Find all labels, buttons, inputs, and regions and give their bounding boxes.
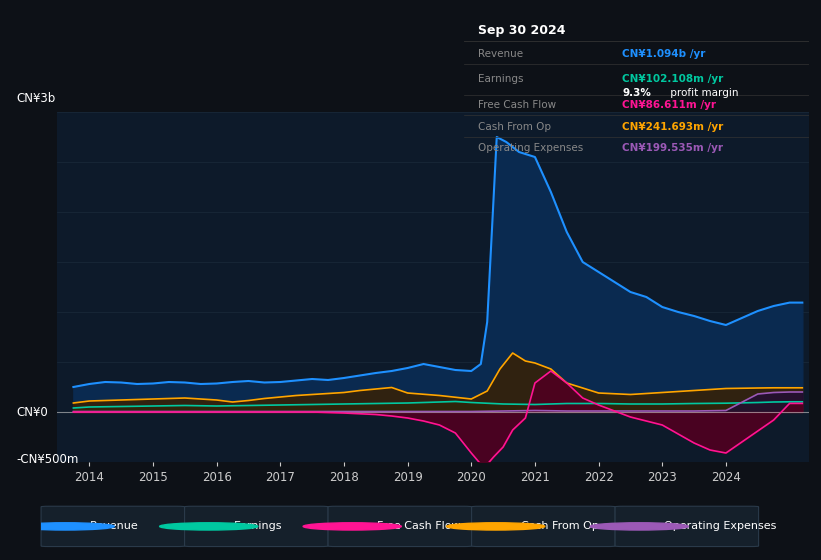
Circle shape [159, 523, 258, 530]
Text: CN¥86.611m /yr: CN¥86.611m /yr [622, 100, 717, 110]
Circle shape [447, 523, 545, 530]
Text: CN¥3b: CN¥3b [16, 92, 56, 105]
Text: -CN¥500m: -CN¥500m [16, 452, 79, 466]
Circle shape [16, 523, 114, 530]
FancyBboxPatch shape [185, 506, 328, 547]
Text: CN¥1.094b /yr: CN¥1.094b /yr [622, 49, 706, 59]
Text: CN¥0: CN¥0 [16, 405, 48, 418]
Text: CN¥102.108m /yr: CN¥102.108m /yr [622, 74, 724, 84]
Text: Sep 30 2024: Sep 30 2024 [478, 25, 565, 38]
FancyBboxPatch shape [41, 506, 185, 547]
Circle shape [590, 523, 688, 530]
Text: CN¥199.535m /yr: CN¥199.535m /yr [622, 143, 723, 153]
Text: Earnings: Earnings [478, 74, 523, 84]
Text: 9.3%: 9.3% [622, 88, 651, 98]
Text: Earnings: Earnings [234, 521, 282, 531]
FancyBboxPatch shape [615, 506, 759, 547]
Text: Operating Expenses: Operating Expenses [478, 143, 583, 153]
Text: Cash From Op: Cash From Op [521, 521, 599, 531]
Text: Revenue: Revenue [478, 49, 523, 59]
FancyBboxPatch shape [471, 506, 615, 547]
Text: Operating Expenses: Operating Expenses [664, 521, 777, 531]
FancyBboxPatch shape [328, 506, 471, 547]
Text: Cash From Op: Cash From Op [478, 122, 551, 132]
Text: CN¥241.693m /yr: CN¥241.693m /yr [622, 122, 724, 132]
Circle shape [303, 523, 401, 530]
Text: Free Cash Flow: Free Cash Flow [478, 100, 556, 110]
Text: profit margin: profit margin [667, 88, 739, 98]
Text: Free Cash Flow: Free Cash Flow [377, 521, 461, 531]
Text: Revenue: Revenue [90, 521, 139, 531]
